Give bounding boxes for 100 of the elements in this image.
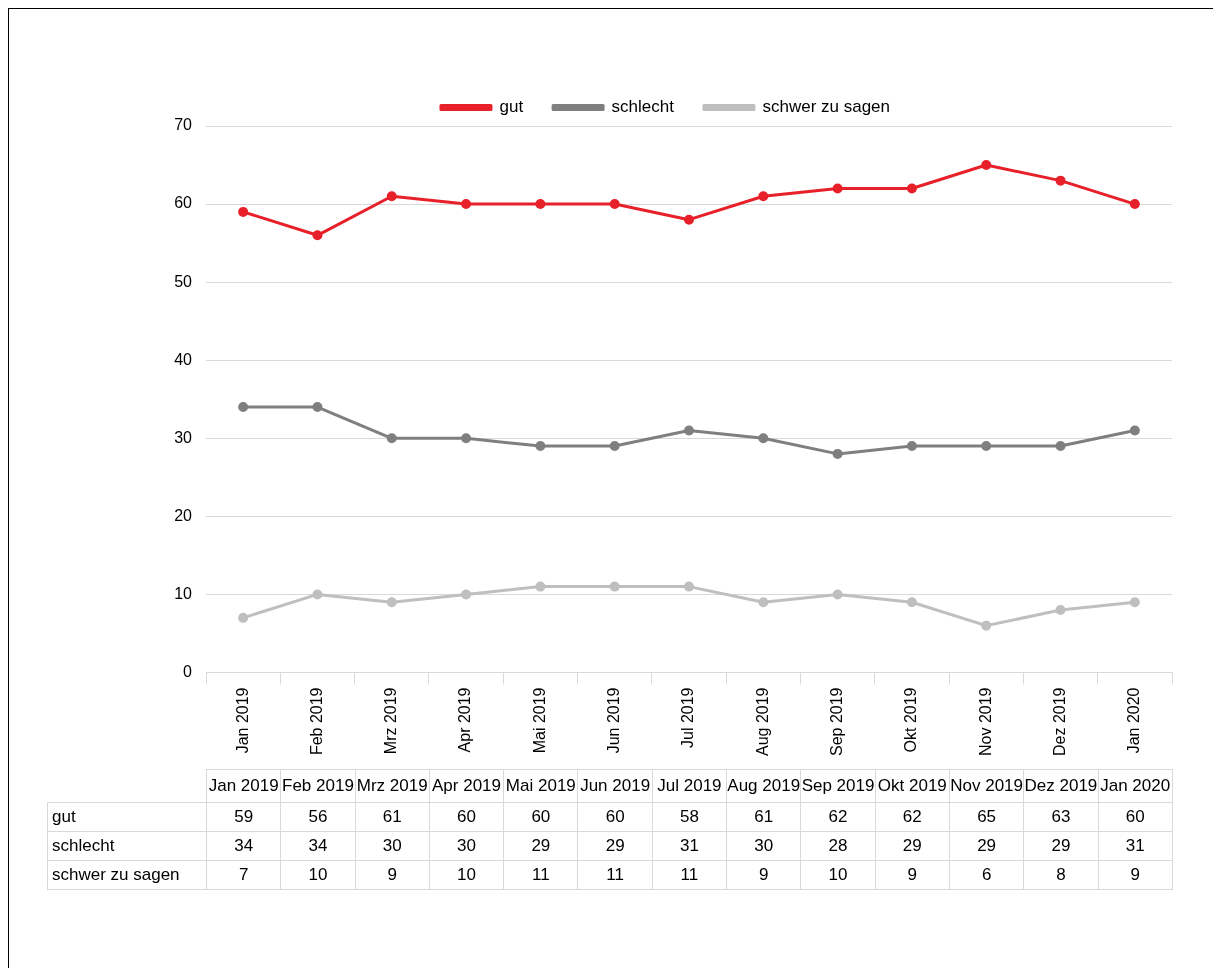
point [312,589,323,600]
point [609,441,620,452]
point [609,581,620,592]
category-label: Mai 2019 [505,776,576,795]
category-label: Jun 2019 [580,776,651,795]
point [906,597,917,608]
legend-label: schlecht [611,97,675,117]
point [312,402,323,413]
text: gut [52,807,76,826]
point [981,160,992,171]
category-label: Okt 2019 [877,776,947,795]
point [981,441,992,452]
x-tick-label: Dez 2019 [1050,687,1068,756]
data-label: 29 [577,831,653,861]
y-tick-label: 20 [174,506,193,524]
data-label: 31 [652,831,727,861]
category-label: Nov 2019 [950,776,1023,795]
data-label: 10 [800,860,876,890]
y-tick-label: 10 [174,584,193,602]
category-label: Sep 2019 [801,776,875,795]
point [535,199,546,210]
category-label: Apr 2019 [432,776,502,795]
data-label: 9 [1098,860,1173,890]
point [758,433,769,444]
text: schwer zu sagen [52,865,180,884]
data-label: 34 [280,831,356,861]
data-label: 30 [726,831,801,861]
data-label: 61 [355,802,430,832]
point [1055,441,1066,452]
data-label: 11 [652,860,727,890]
x-tick-label: Jul 2019 [679,687,697,748]
x-tick-label: Nov 2019 [976,687,994,756]
data-label: 63 [1023,802,1099,832]
data-label: 8 [1023,860,1099,890]
category-label: Jan 2019 [208,776,279,795]
point [386,191,397,202]
data-label: 11 [577,860,653,890]
point [238,206,249,217]
data-label: 58 [652,802,727,832]
legend-label: gut [499,97,524,117]
point [906,441,917,452]
x-tick-label: Mai 2019 [530,687,548,754]
x-tick-label: Aug 2019 [753,687,771,757]
point [386,433,397,444]
point [609,199,620,210]
x-tick-label: Mrz 2019 [382,687,400,755]
y-tick-label: 0 [183,662,193,680]
point [832,589,843,600]
point [461,589,472,600]
x-tick-label: Jan 2020 [1125,687,1143,754]
data-label: 59 [206,802,281,832]
point [535,441,546,452]
data-label: 62 [800,802,876,832]
data-label: 62 [875,802,950,832]
data-label: 60 [503,802,578,832]
data-label: 9 [875,860,950,890]
point [906,183,917,194]
point [238,402,249,413]
point [684,581,694,592]
legend-label: schwer zu sagen [762,97,891,117]
data-label: 10 [280,860,356,890]
point [386,597,397,608]
point [238,612,249,623]
data-label: 30 [429,831,504,861]
data-label: 29 [1023,831,1099,861]
x-tick-label: Okt 2019 [902,687,920,753]
data-label: 10 [429,860,504,890]
data-label: 29 [875,831,950,861]
y-tick-label: 40 [174,350,193,368]
data-label: 60 [1098,802,1173,832]
category-label: Dez 2019 [1024,776,1098,795]
data-label: 61 [726,802,801,832]
point [1129,425,1140,436]
data-label: 9 [726,860,801,890]
point [1055,605,1066,616]
y-tick-label: 60 [174,194,193,212]
category-label: Aug 2019 [727,776,801,795]
point [684,214,694,225]
data-label: 28 [800,831,876,861]
data-label: 9 [355,860,430,890]
point [1129,199,1140,210]
point [758,597,769,608]
x-tick-label: Jan 2019 [233,687,251,754]
point [535,581,546,592]
point [461,433,472,444]
point [312,230,323,241]
data-label: 7 [206,860,281,890]
x-tick-label: Feb 2019 [307,687,325,756]
category-label: Jul 2019 [657,776,722,795]
y-tick-label: 70 [174,116,193,134]
point [684,425,694,436]
data-label: 31 [1098,831,1173,861]
data-label: 30 [355,831,430,861]
category-label: Feb 2019 [282,776,354,795]
point [1055,175,1066,186]
category-label: Jan 2020 [1100,776,1171,795]
text: schlecht [52,836,115,855]
data-label: 29 [503,831,578,861]
data-label: 6 [949,860,1024,890]
data-label: 29 [949,831,1024,861]
